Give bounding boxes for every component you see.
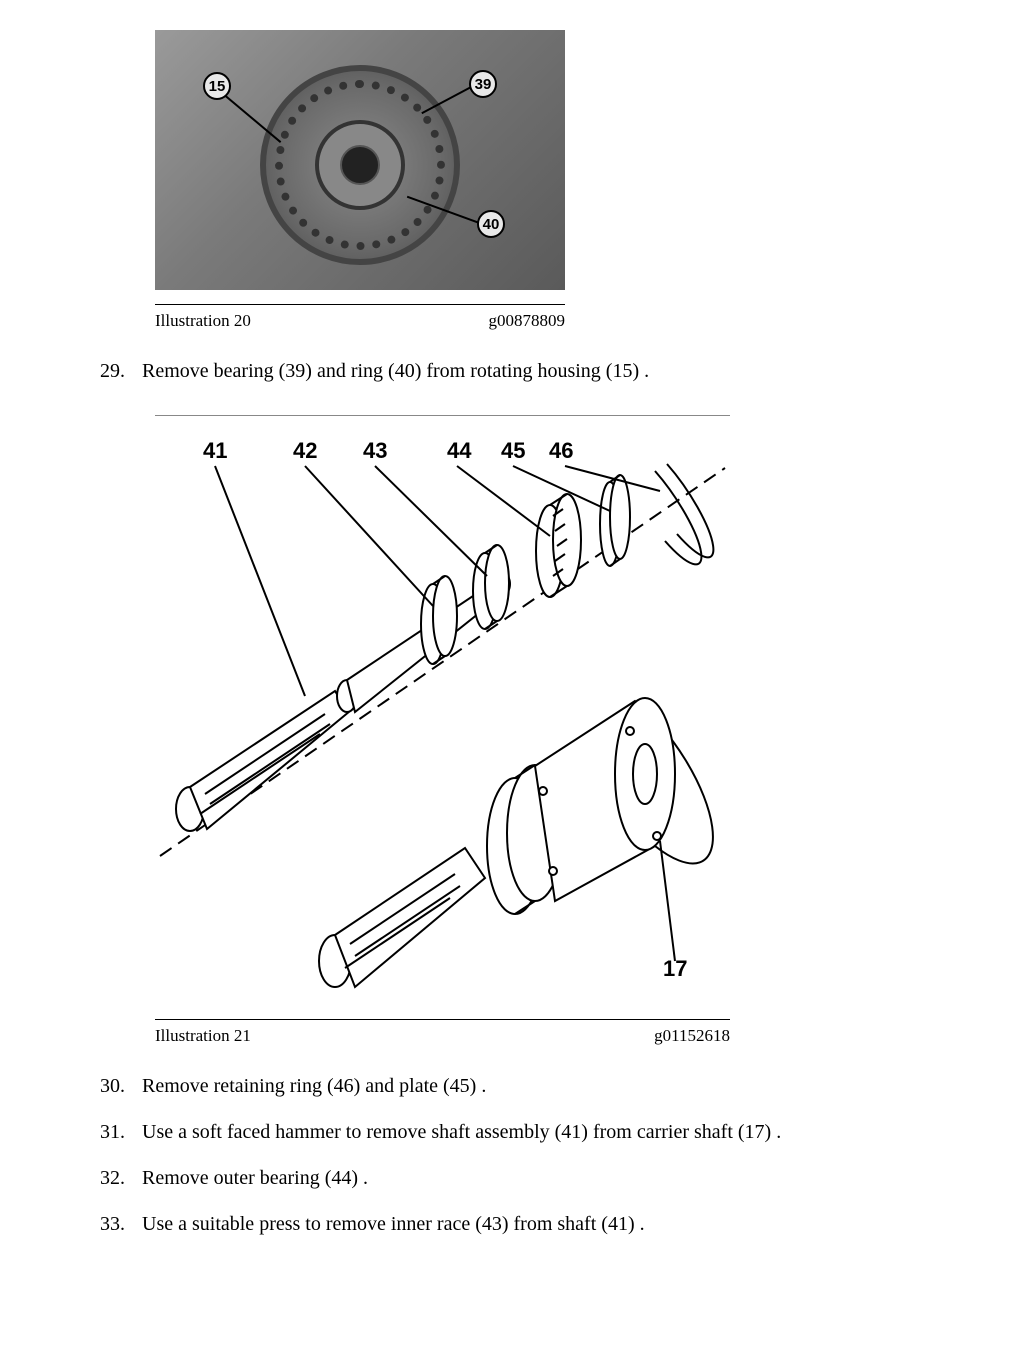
illustration-20-block: 15 39 40 Illustration 20 g00878809: [155, 30, 934, 331]
illustration-20-code: g00878809: [489, 311, 566, 331]
step-30-number: 30.: [100, 1072, 142, 1100]
illustration-21-code: g01152618: [654, 1026, 730, 1046]
callout-39: 39: [469, 70, 497, 98]
step-29-number: 29.: [100, 357, 142, 385]
illustration-21-caption: Illustration 21 g01152618: [155, 1026, 730, 1046]
fig21-label-42: 42: [293, 438, 317, 464]
illustration-21-block: 41 42 43 44 45 46 17 Illustration 21 g01…: [155, 415, 730, 1046]
step-31-number: 31.: [100, 1118, 142, 1146]
callout-15: 15: [203, 72, 231, 100]
step-30: 30. Remove retaining ring (46) and plate…: [100, 1072, 934, 1100]
fig21-label-17: 17: [663, 956, 687, 982]
step-29-text: Remove bearing (39) and ring (40) from r…: [142, 357, 934, 385]
step-33-text: Use a suitable press to remove inner rac…: [142, 1210, 934, 1238]
illustration-20-rule: [155, 304, 565, 305]
step-31: 31. Use a soft faced hammer to remove sh…: [100, 1118, 934, 1146]
illustration-20-caption: Illustration 20 g00878809: [155, 311, 565, 331]
fig21-label-43: 43: [363, 438, 387, 464]
illustration-20-label: Illustration 20: [155, 311, 251, 331]
step-31-text: Use a soft faced hammer to remove shaft …: [142, 1118, 934, 1146]
illustration-21-svg: [155, 416, 730, 1006]
step-33: 33. Use a suitable press to remove inner…: [100, 1210, 934, 1238]
step-32: 32. Remove outer bearing (44) .: [100, 1164, 934, 1192]
steps-block-1: 29. Remove bearing (39) and ring (40) fr…: [100, 357, 934, 385]
illustration-21-rule: [155, 1019, 730, 1020]
illustration-21-label: Illustration 21: [155, 1026, 251, 1046]
steps-block-2: 30. Remove retaining ring (46) and plate…: [100, 1072, 934, 1238]
fig21-label-46: 46: [549, 438, 573, 464]
illustration-20-image: 15 39 40: [155, 30, 565, 290]
step-29: 29. Remove bearing (39) and ring (40) fr…: [100, 357, 934, 385]
step-32-number: 32.: [100, 1164, 142, 1192]
fig21-label-44: 44: [447, 438, 471, 464]
illustration-21-image: 41 42 43 44 45 46 17: [155, 415, 730, 1005]
center-bore: [340, 145, 380, 185]
fig21-label-45: 45: [501, 438, 525, 464]
step-33-number: 33.: [100, 1210, 142, 1238]
step-30-text: Remove retaining ring (46) and plate (45…: [142, 1072, 934, 1100]
callout-40: 40: [477, 210, 505, 238]
fig21-label-41: 41: [203, 438, 227, 464]
step-32-text: Remove outer bearing (44) .: [142, 1164, 934, 1192]
